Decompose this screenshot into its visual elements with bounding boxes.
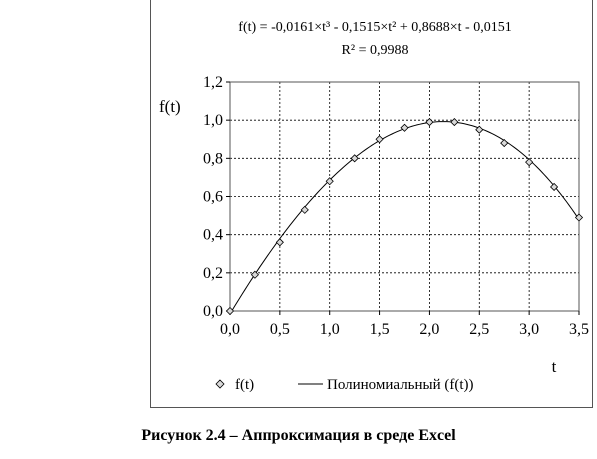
x-tick-label: 1,5 — [370, 321, 390, 338]
data-point-marker — [275, 238, 284, 247]
data-point-marker — [500, 139, 509, 148]
y-tick-label: 0,6 — [203, 189, 223, 206]
x-tick-label: 0,0 — [220, 321, 240, 338]
data-point-marker — [350, 154, 359, 163]
y-tick-label: 1,0 — [203, 112, 223, 129]
x-tick-label: 0,5 — [270, 321, 290, 338]
figure-caption: Рисунок 2.4 – Аппроксимация в среде Exce… — [141, 427, 456, 444]
data-point-marker — [450, 118, 459, 127]
y-axis-label: f(t) — [159, 97, 181, 116]
chart: f(t) = -0,0161×t³ - 0,1515×t² + 0,8688×t… — [159, 20, 589, 393]
series-trendline — [229, 121, 580, 312]
x-tick-label: 2,0 — [419, 321, 439, 338]
gridlines — [230, 82, 579, 311]
data-point-marker — [225, 306, 235, 316]
x-tick-label: 1,0 — [320, 321, 340, 338]
y-tick-label: 0,8 — [203, 150, 223, 167]
legend-label-trendline: Полиномиальный (f(t)) — [327, 377, 474, 393]
data-point-marker — [325, 177, 334, 186]
data-point-marker — [300, 205, 309, 214]
data-point-marker — [400, 123, 409, 132]
y-tick-labels: 0,0 0,2 0,4 0,6 0,8 1,0 1,2 — [203, 74, 230, 320]
data-point-marker — [425, 118, 434, 127]
data-point-marker — [550, 182, 559, 192]
legend-marker-diamond — [215, 379, 225, 389]
series-points — [225, 118, 584, 316]
legend-label-points: f(t) — [235, 377, 254, 393]
x-axis-label: t — [552, 357, 557, 376]
x-tick-label: 3,0 — [519, 321, 539, 338]
data-point-marker — [375, 135, 384, 144]
y-tick-label: 0,2 — [203, 265, 223, 282]
x-tick-label: 2,5 — [469, 321, 489, 338]
chart-frame: f(t) = -0,0161×t³ - 0,1515×t² + 0,8688×t… — [150, 0, 593, 408]
legend: f(t) Полиномиальный (f(t)) — [215, 377, 474, 393]
x-tick-label: 3,5 — [569, 321, 589, 338]
r-squared-label: R² = 0,9988 — [342, 43, 409, 58]
data-point-marker — [574, 213, 584, 222]
y-tick-label: 1,2 — [203, 74, 223, 91]
y-tick-label: 0,4 — [203, 227, 223, 244]
y-tick-label: 0,0 — [203, 303, 223, 320]
data-point-marker — [250, 270, 259, 279]
trendline-equation: f(t) = -0,0161×t³ - 0,1515×t² + 0,8688×t… — [238, 20, 511, 35]
x-tick-labels: 0,0 0,5 1,0 1,5 2,0 2,5 3,0 3,5 — [220, 311, 589, 338]
data-point-marker — [475, 125, 484, 134]
data-point-marker — [525, 158, 534, 167]
